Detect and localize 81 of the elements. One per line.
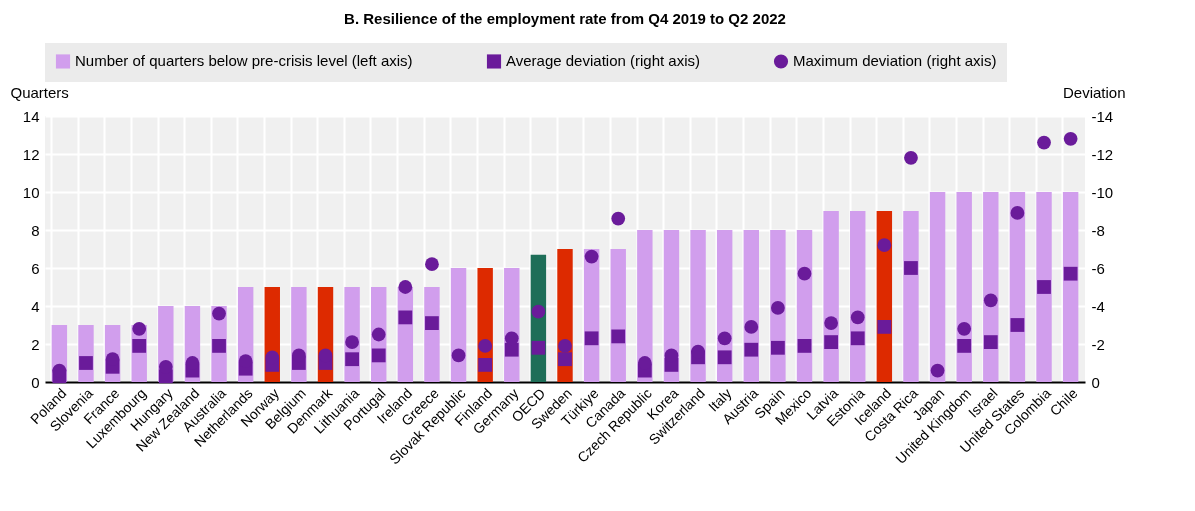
bar <box>903 211 919 382</box>
point <box>744 320 759 334</box>
point <box>478 358 493 372</box>
point <box>345 335 359 349</box>
bar <box>1036 192 1052 382</box>
point <box>611 211 626 226</box>
y-tick-label: 6 <box>31 259 40 277</box>
y-tick-label: 2 <box>31 335 40 353</box>
point <box>425 257 439 272</box>
y2-tick-label: -10 <box>1091 183 1114 201</box>
y-tick-label: 10 <box>22 183 40 201</box>
bar <box>610 249 626 382</box>
y-tick-label: 4 <box>31 297 40 315</box>
chart-title: B. Resilience of the employment rate from Q4 2019 to Q2 2022 <box>344 10 786 27</box>
point <box>531 304 546 319</box>
point <box>558 352 572 367</box>
point <box>850 310 865 325</box>
bar <box>1062 192 1079 382</box>
point <box>478 339 493 353</box>
y2-tick-label: -12 <box>1091 145 1114 163</box>
point <box>1010 206 1025 220</box>
point <box>345 352 359 367</box>
point <box>983 335 998 349</box>
point <box>904 261 918 275</box>
point <box>531 340 546 355</box>
point <box>212 339 226 353</box>
point <box>717 331 732 346</box>
bar <box>1009 192 1026 382</box>
point <box>797 266 812 281</box>
bar <box>929 192 946 382</box>
bar <box>690 230 706 382</box>
point <box>797 339 812 353</box>
point <box>1063 131 1078 146</box>
point <box>398 310 413 325</box>
point <box>930 363 945 378</box>
point <box>584 331 599 346</box>
point <box>425 316 439 330</box>
point <box>1063 266 1078 281</box>
point <box>957 321 972 336</box>
point <box>957 339 972 353</box>
y-tick-label: 8 <box>31 221 40 239</box>
y2-tick-label: -4 <box>1091 297 1105 315</box>
point <box>504 342 519 357</box>
point <box>824 335 839 349</box>
point <box>771 340 785 355</box>
point <box>744 342 759 357</box>
point <box>398 280 413 294</box>
point <box>771 301 785 315</box>
legend-label: Average deviation (right axis) <box>506 52 700 70</box>
y-tick-label: 0 <box>31 373 40 391</box>
point <box>558 339 572 353</box>
point <box>904 150 918 165</box>
y2-tick-label: -8 <box>1091 221 1105 239</box>
y2-tick-label: 0 <box>1091 373 1100 391</box>
point <box>877 320 892 334</box>
point <box>132 321 147 336</box>
point <box>611 329 626 344</box>
point <box>717 350 732 365</box>
point <box>212 306 226 321</box>
point <box>877 238 892 253</box>
bar <box>450 268 467 382</box>
y-tick-label: 14 <box>22 107 40 125</box>
y-tick-label: 12 <box>22 145 40 163</box>
legend-label: Maximum deviation (right axis) <box>793 52 997 70</box>
y2-tick-label: -2 <box>1091 335 1105 353</box>
point <box>1037 135 1051 150</box>
point <box>850 331 865 346</box>
point <box>1037 280 1051 294</box>
legend-label: Number of quarters below pre-crisis level (left axis) <box>75 52 413 70</box>
point <box>79 356 93 370</box>
point <box>824 316 839 330</box>
y2-tick-label: -6 <box>1091 259 1105 277</box>
point <box>1010 318 1025 332</box>
point <box>584 249 599 264</box>
y-axis-title: Quarters <box>10 83 69 101</box>
point <box>371 348 386 363</box>
y2-tick-label: -14 <box>1091 107 1114 125</box>
y2-axis-title: Deviation <box>1062 83 1126 101</box>
point <box>451 348 466 363</box>
point <box>983 293 998 308</box>
point <box>371 327 386 342</box>
